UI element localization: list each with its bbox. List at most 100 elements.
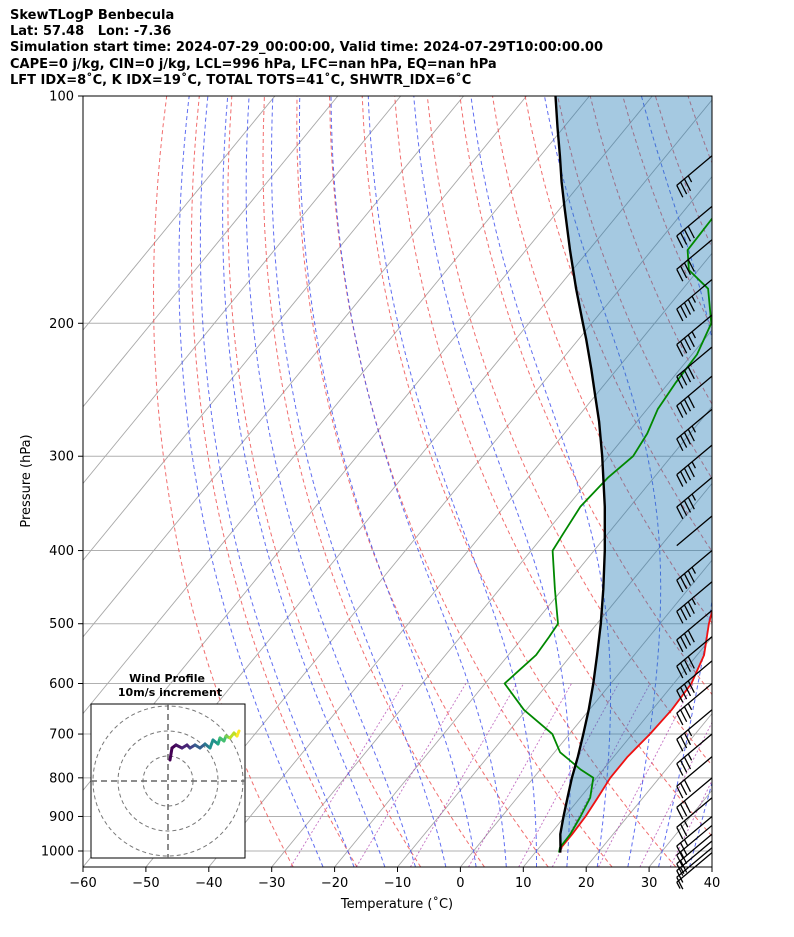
barb-flag <box>687 629 695 643</box>
barb-flag <box>680 503 688 516</box>
barb-flag <box>680 735 688 749</box>
barb-flag <box>676 763 684 776</box>
barb-shaft <box>676 797 713 828</box>
barb-shaft <box>676 833 713 865</box>
barb-shaft <box>676 155 713 186</box>
wind-barb <box>676 815 713 859</box>
barb-flag <box>676 506 684 520</box>
moist-adiabat <box>720 96 794 867</box>
barb-half-flag <box>683 839 689 847</box>
x-tick-label: 30 <box>641 876 658 891</box>
isotherm-line <box>83 96 527 638</box>
mixing-ratio-line <box>290 683 405 867</box>
barb-shaft <box>676 815 713 847</box>
wind-barb <box>676 550 713 593</box>
barb-half-flag <box>687 729 693 737</box>
barb-flag <box>676 376 684 389</box>
barb-flag <box>676 690 684 703</box>
isotherm-line <box>145 175 712 867</box>
barb-shaft <box>676 239 713 270</box>
barb-flag <box>683 178 692 192</box>
moist-adiabat <box>199 96 355 867</box>
barb-flag <box>683 604 692 618</box>
wind-profile-inset: Wind Profile 10m/s increment <box>90 672 246 859</box>
moist-adiabat <box>413 96 571 867</box>
wind-barb <box>676 476 713 520</box>
moist-adiabat <box>271 96 447 867</box>
barb-flag <box>680 305 688 319</box>
wind-barbs <box>676 155 713 890</box>
barb-half-flag <box>691 425 697 433</box>
barb-half-flag <box>676 881 681 889</box>
hodograph-ring <box>117 730 219 832</box>
wind-barb <box>676 683 713 726</box>
barb-flag <box>683 683 692 697</box>
dry-adiabat <box>426 96 712 767</box>
mixing-ratio-line <box>468 683 572 867</box>
barb-flag <box>683 756 692 770</box>
dry-adiabat <box>786 96 794 867</box>
barb-flag <box>687 395 695 409</box>
location-line: Lat: 57.48 Lon: -7.36 <box>10 24 172 40</box>
barb-shaft <box>676 314 713 346</box>
dry-adiabat <box>227 96 422 867</box>
dry-adiabat <box>190 96 358 867</box>
inset-subtitle: 10m/s increment <box>118 686 222 699</box>
barb-flag <box>676 405 684 418</box>
barb-shaft <box>676 777 713 808</box>
dry-adiabat <box>753 96 794 867</box>
barb-flag <box>680 373 688 386</box>
y-tick-label: 400 <box>49 544 74 559</box>
wind-barb <box>676 777 713 820</box>
barb-shaft <box>676 683 713 714</box>
wind-barb <box>676 833 713 876</box>
barb-half-flag <box>683 820 689 828</box>
barb-flag <box>687 601 695 614</box>
barb-shaft <box>676 444 713 476</box>
barb-flag <box>676 870 684 883</box>
barb-shaft <box>676 278 713 310</box>
barb-flag <box>676 235 684 249</box>
wind-barb <box>676 205 713 249</box>
axis-layer: −60 −50 −40 −30 −20 −10 0 10 20 30 40 100 200 300 400 5… <box>41 90 720 892</box>
barb-flag <box>680 402 688 415</box>
hodograph-plot <box>91 704 245 858</box>
y-tick-label: 700 <box>49 728 74 743</box>
barb-flag <box>687 497 695 510</box>
barb-flag <box>687 428 695 442</box>
inset-title: Wind Profile <box>129 672 205 685</box>
barb-flag <box>676 876 684 890</box>
barb-half-flag <box>680 867 685 874</box>
barb-half-flag <box>691 566 697 574</box>
barb-flag <box>680 341 688 354</box>
barb-shaft <box>676 581 713 612</box>
x-axis-label: Temperature (˚C) <box>340 896 453 912</box>
barb-flag <box>680 607 688 621</box>
barb-half-flag <box>687 753 693 761</box>
time-line: Simulation start time: 2024-07-29_00:00:… <box>10 40 603 56</box>
barb-flag <box>680 662 688 676</box>
barb-flag <box>683 399 692 412</box>
barb-half-flag <box>691 598 697 606</box>
barb-flag <box>680 860 688 873</box>
barb-shaft <box>676 709 713 740</box>
barb-flag <box>687 334 695 348</box>
barb-flag <box>683 633 692 646</box>
barb-shaft <box>676 550 713 581</box>
isotherm-line <box>208 252 712 867</box>
barb-flag <box>680 265 688 279</box>
isotherm-line <box>460 559 712 867</box>
y-tick-label: 300 <box>49 450 74 465</box>
y-tick-label: 200 <box>49 317 74 332</box>
barb-half-flag <box>691 331 697 339</box>
x-tick-label: −30 <box>258 876 285 891</box>
y-tick-label: 800 <box>49 771 74 786</box>
moist-adiabat <box>544 96 662 867</box>
barb-shaft <box>676 205 713 237</box>
isotherm-line <box>334 406 712 867</box>
wind-barb <box>676 733 713 776</box>
dry-adiabat <box>721 96 794 867</box>
barb-shaft <box>676 408 713 440</box>
series-layer <box>503 96 712 853</box>
isotherm-line <box>522 636 712 867</box>
